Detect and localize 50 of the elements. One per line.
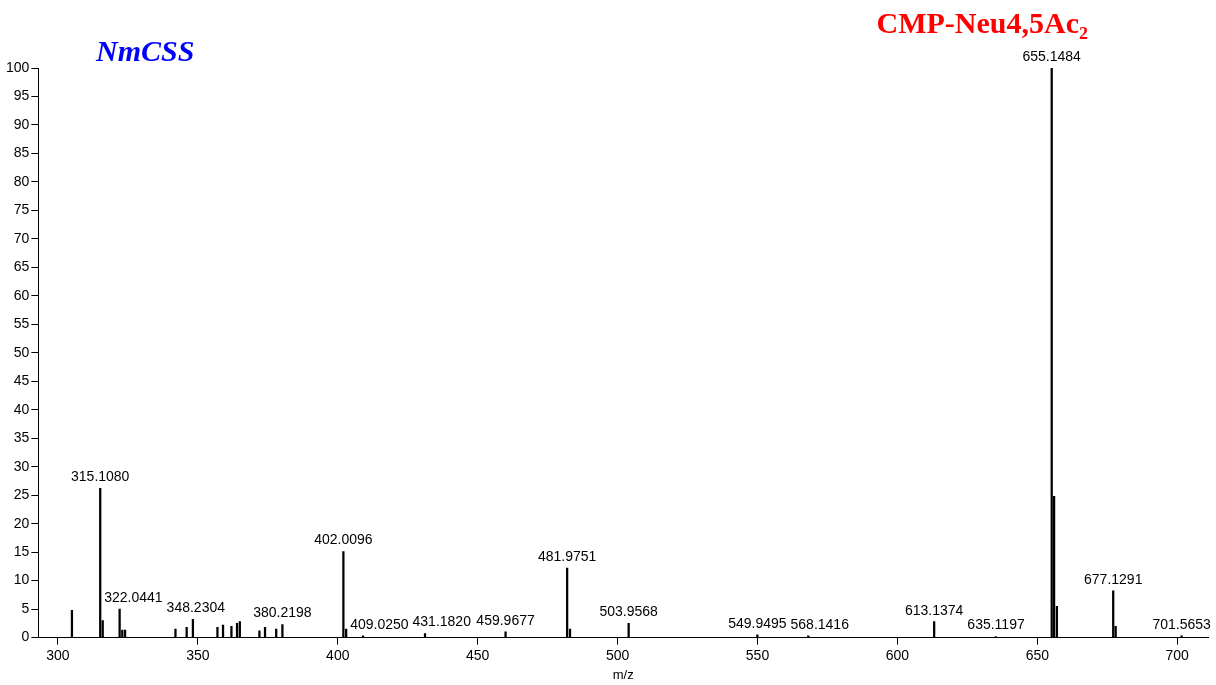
y-tick-label: 50 [13, 343, 30, 360]
x-axis-title: m/z [612, 666, 634, 682]
y-tick-label: 0 [21, 628, 30, 645]
x-tick-label: 400 [326, 646, 350, 663]
y-tick-label: 45 [13, 372, 30, 389]
y-tick-label: 80 [13, 172, 30, 189]
annotation: 635.1197 [967, 616, 1025, 633]
x-tick-label: 350 [186, 646, 210, 663]
annotation: 459.9677 [476, 611, 535, 628]
y-tick-label: 55 [13, 315, 30, 332]
y-tick-label: 95 [13, 87, 30, 104]
annotation: 568.1416 [790, 615, 850, 632]
y-tick-label: 15 [13, 543, 30, 560]
y-tick-label: 25 [13, 486, 30, 503]
x-tick-label: 500 [605, 646, 630, 663]
annotation: 322.0441 [104, 588, 163, 605]
y-tick-label: 5 [21, 599, 30, 616]
y-tick-label: 60 [13, 286, 30, 303]
annotation: 613.1374 [904, 601, 964, 618]
annotation: 481.9751 [537, 547, 597, 564]
y-tick-label: 75 [13, 201, 30, 218]
annotation: 677.1291 [1084, 570, 1143, 587]
annotation: 348.2304 [166, 599, 226, 616]
y-tick-label: 100 [6, 58, 30, 75]
annotation: 503.9568 [599, 603, 659, 620]
y-tick-label: 35 [13, 429, 30, 446]
y-tick-label: 85 [13, 144, 30, 161]
y-tick-label: 40 [13, 400, 30, 417]
annotation: 380.2198 [253, 604, 312, 621]
y-tick-label: 20 [13, 514, 30, 531]
x-tick-label: 650 [1025, 646, 1050, 663]
x-tick-label: 700 [1165, 646, 1190, 663]
chart-title: CMP-Neu4,5Ac₂ [876, 6, 1088, 40]
y-tick-label: 30 [13, 457, 30, 474]
annotation: 549.9495 [728, 614, 787, 631]
x-tick-label: 450 [465, 646, 490, 663]
y-tick-label: 65 [13, 258, 30, 275]
text: NmCSS [96, 34, 195, 68]
annotation: 431.1820 [412, 613, 472, 630]
y-tick-label: 70 [13, 229, 30, 246]
annotation: 701.5653 [1152, 615, 1211, 632]
annotation: 409.0250 [350, 615, 409, 632]
annotation: 315.1080 [71, 468, 130, 485]
y-tick-label: 10 [13, 571, 30, 588]
y-tick-label: 90 [13, 115, 30, 132]
x-tick-label: 300 [46, 646, 70, 663]
annotation: 655.1484 [1022, 47, 1082, 64]
x-tick-label: 600 [885, 646, 910, 663]
x-tick-label: 550 [745, 646, 770, 663]
annotation: 402.0096 [314, 531, 373, 548]
